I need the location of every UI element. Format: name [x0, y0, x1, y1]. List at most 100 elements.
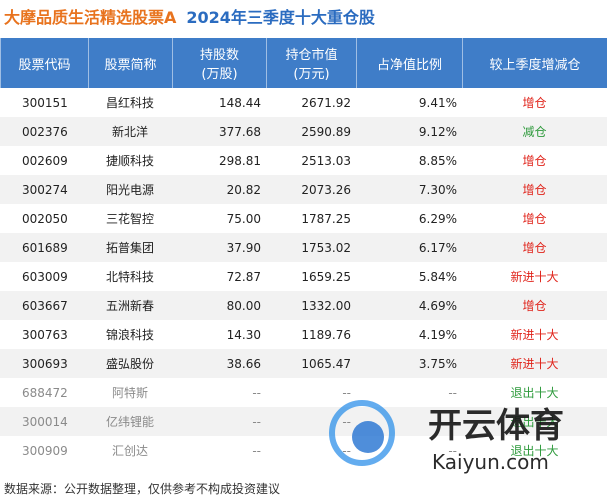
table-cell: 72.87: [226, 269, 261, 284]
table-cell: 2590.89: [301, 124, 351, 139]
table-cell: 300014: [22, 414, 68, 429]
table-cell: 捷顺科技: [105, 154, 154, 168]
table-row: 601689 拓普集团 37.90 1753.02 6.17% 增仓: [0, 233, 607, 262]
table-cell: 603009: [22, 269, 68, 284]
table-cell: --: [252, 385, 261, 400]
table-cell: 盛弘股份: [105, 357, 154, 371]
header-text: 持仓市值: [285, 48, 338, 63]
table-cell: 8.85%: [418, 153, 457, 168]
table-cell: 增仓: [522, 183, 547, 197]
table-row: 603667 五洲新春 80.00 1332.00 4.69% 增仓: [0, 291, 607, 320]
table-cell: --: [448, 443, 457, 458]
table-cell: 增仓: [522, 96, 547, 110]
table-cell: 9.41%: [418, 95, 457, 110]
table-cell: 退出十大: [510, 386, 559, 400]
title: 大摩品质生活精选股票A 2024年三季度十大重仓股: [4, 4, 375, 28]
table-cell: 6.29%: [418, 211, 457, 226]
table-cell: 新进十大: [510, 270, 559, 284]
table-cell: 退出十大: [510, 415, 559, 429]
table-cell: 298.81: [219, 153, 261, 168]
table-cell: 减仓: [522, 125, 547, 139]
table-cell: 002050: [22, 211, 68, 226]
table-cell: 亿纬锂能: [105, 415, 154, 429]
table-cell: 阳光电源: [105, 183, 154, 197]
table-cell: 601689: [22, 240, 68, 255]
header-text: 占净值比例: [376, 57, 442, 73]
table-cell: 9.12%: [418, 124, 457, 139]
watermark: 开云体育 Kaiyun.com: [329, 400, 564, 474]
header-text: 持股数: [199, 48, 239, 63]
table-cell: 阿特斯: [111, 386, 148, 400]
table-cell: 2513.03: [301, 153, 351, 168]
table-row: 300763 锦浪科技 14.30 1189.76 4.19% 新进十大: [0, 320, 607, 349]
table-row: 300014 亿纬锂能 -- -- -- 退出十大: [0, 407, 607, 436]
table-cell: 锦浪科技: [105, 328, 154, 342]
table-cell: 002376: [22, 124, 68, 139]
logo-ring: [329, 400, 395, 466]
table-cell: 1065.47: [301, 356, 351, 371]
header-text: (万股): [201, 67, 238, 82]
table-cell: 5.84%: [418, 269, 457, 284]
table-cell: --: [342, 385, 351, 400]
watermark-brand: 开云体育: [428, 406, 564, 446]
table-cell: 昌红科技: [105, 96, 154, 110]
table-cell: 20.82: [226, 182, 261, 197]
table-cell: 北特科技: [105, 270, 154, 284]
table-cell: 300274: [22, 182, 68, 197]
header-cell: 持仓市值 (万元): [266, 38, 356, 88]
header-cell: 较上季度增减仓: [462, 38, 607, 88]
table-cell: 300693: [22, 356, 68, 371]
table-cell: 1189.76: [301, 327, 351, 342]
table-row: 603009 北特科技 72.87 1659.25 5.84% 新进十大: [0, 262, 607, 291]
table-cell: --: [252, 443, 261, 458]
header-row: 股票代码 股票简称 持股数 (万股) 持仓市值 (万元) 占净值比例 较上季度增减仓: [0, 38, 607, 88]
watermark-site: Kaiyun.com: [432, 450, 549, 474]
table-cell: 五洲新春: [105, 299, 154, 313]
footer: 数据来源：公开数据整理，仅供参考不构成投资建议: [4, 482, 281, 496]
header-cell: 股票代码: [0, 38, 88, 88]
table-cell: --: [342, 414, 351, 429]
table-cell: 4.19%: [418, 327, 457, 342]
table-row: 688472 阿特斯 -- -- -- 退出十大: [0, 378, 607, 407]
subject: 2024年三季度十大重仓股: [186, 8, 375, 27]
table-cell: 38.66: [226, 356, 261, 371]
header-text: (万元): [293, 67, 330, 82]
table-cell: 增仓: [522, 212, 547, 226]
table-cell: 148.44: [219, 95, 261, 110]
table-cell: 1787.25: [301, 211, 351, 226]
table-cell: 300763: [22, 327, 68, 342]
table-cell: 增仓: [522, 241, 547, 255]
table-row: 300151 昌红科技 148.44 2671.92 9.41% 增仓: [0, 88, 607, 117]
table-cell: 增仓: [522, 299, 547, 313]
table-cell: 377.68: [219, 124, 261, 139]
table-cell: 1332.00: [301, 298, 351, 313]
table-cell: 14.30: [226, 327, 261, 342]
table-cell: 3.75%: [418, 356, 457, 371]
table-row: 300909 汇创达 -- -- -- 退出十大: [0, 436, 607, 465]
table-cell: 75.00: [226, 211, 261, 226]
table-cell: 2671.92: [301, 95, 351, 110]
table-row: 002609 捷顺科技 298.81 2513.03 8.85% 增仓: [0, 146, 607, 175]
table-cell: 603667: [22, 298, 68, 313]
fund-name: 大摩品质生活精选股票A: [4, 8, 177, 27]
table-cell: 退出十大: [510, 444, 559, 458]
table-cell: 6.17%: [418, 240, 457, 255]
table-cell: 7.30%: [418, 182, 457, 197]
table-row: 300274 阳光电源 20.82 2073.26 7.30% 增仓: [0, 175, 607, 204]
table-cell: 688472: [22, 385, 68, 400]
table-cell: --: [252, 414, 261, 429]
header-text: 股票简称: [104, 57, 157, 73]
header-cell: 占净值比例: [356, 38, 462, 88]
table-cell: 1659.25: [301, 269, 351, 284]
header-cell: 股票简称: [88, 38, 172, 88]
table-cell: 002609: [22, 153, 68, 168]
table-row: 002050 三花智控 75.00 1787.25 6.29% 增仓: [0, 204, 607, 233]
table-cell: 300909: [22, 443, 68, 458]
table-cell: --: [448, 385, 457, 400]
table-cell: 汇创达: [111, 444, 148, 458]
header-text: 较上季度增减仓: [489, 57, 581, 73]
table-cell: 2073.26: [301, 182, 351, 197]
table-cell: 300151: [22, 95, 68, 110]
table-cell: 增仓: [522, 154, 547, 168]
